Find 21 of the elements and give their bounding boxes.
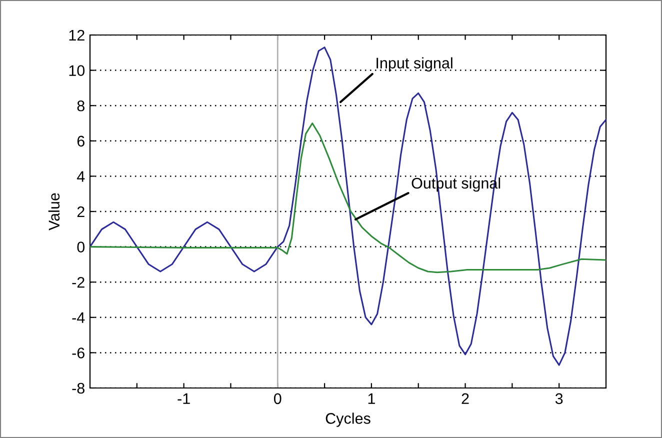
y-tick-label: -8: [72, 382, 84, 394]
x-tick-label: 1: [368, 393, 375, 404]
line-series: [90, 46, 606, 366]
y-tick-label: 2: [77, 206, 84, 218]
y-axis-title: Value: [48, 193, 60, 230]
x-tick-label: 3: [555, 393, 563, 404]
y-tick-label: 4: [76, 171, 85, 182]
line-series: [90, 122, 606, 274]
y-tick-label: 6: [77, 136, 84, 147]
y-tick-label: 12: [69, 30, 84, 41]
annotation: Input signal: [376, 57, 452, 72]
y-tick-label: 0: [77, 242, 85, 252]
x-tick-label: 0: [274, 393, 282, 404]
x-tick-label: 2: [462, 393, 469, 404]
y-tick-label: 10: [69, 65, 85, 76]
y-tick-label: -2: [72, 276, 84, 288]
y-tick-label: -6: [72, 348, 84, 358]
y-tick-label: 8: [77, 100, 84, 112]
x-axis-title: Cycles: [326, 412, 370, 427]
y-tick-label: -4: [72, 312, 85, 323]
x-tick-label: -1: [178, 393, 190, 404]
